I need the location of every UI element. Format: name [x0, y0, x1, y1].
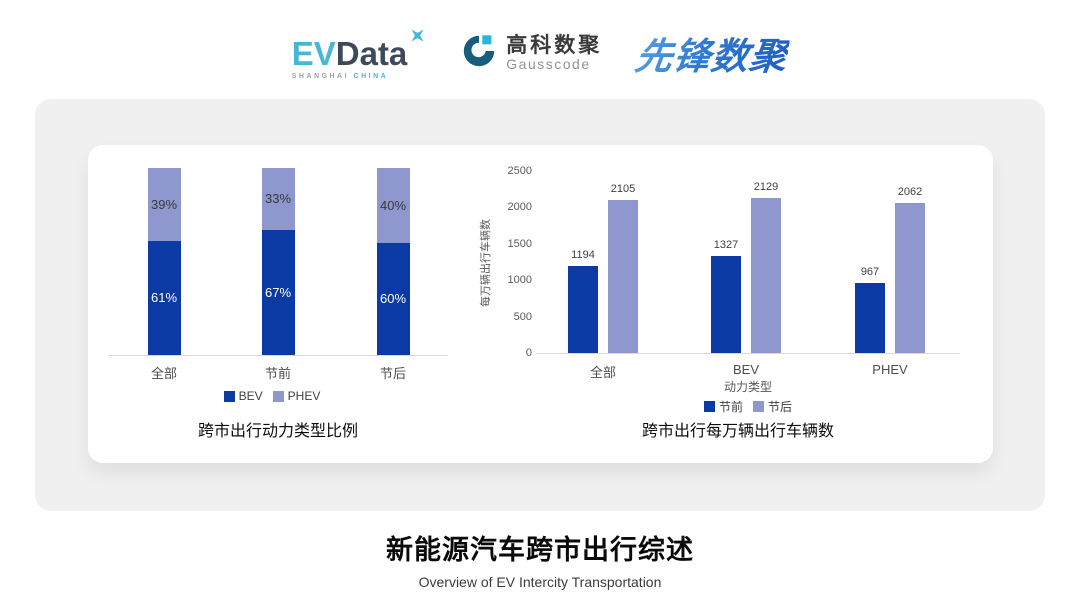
bev-value-label: 67% [264, 284, 292, 300]
post-holiday-value-label: 2129 [753, 181, 779, 193]
pre-holiday-value-label: 967 [860, 266, 880, 278]
bar-bev-节前 [261, 230, 295, 355]
pre-holiday-value-label: 1327 [713, 239, 739, 251]
x-tick-label: BEV [732, 362, 759, 377]
evdata-logo: EV Data SHANGHAI CHINA [292, 27, 427, 80]
bev-value-label: 60% [379, 291, 407, 306]
bar-phev-节后 [376, 168, 410, 243]
post-holiday-value-label: 2105 [610, 183, 636, 195]
x-axis-line [536, 353, 960, 354]
legend-label: BEV [238, 389, 263, 403]
phev-value-label: 40% [379, 197, 407, 213]
x-axis-line [108, 355, 448, 356]
x-tick-label: 全部 [589, 365, 616, 380]
bar-pre-holiday-PHEV [855, 283, 885, 353]
bar-post-holiday-PHEV [895, 203, 925, 353]
y-tick-label: 500 [513, 310, 532, 323]
legend-item-节前: 节前 [703, 398, 743, 415]
gausscode-logo: 高科数聚 Gausscode [460, 32, 602, 75]
phev-value-label: 33% [264, 191, 292, 206]
legend-swatch-icon [272, 390, 284, 402]
legend-swatch-icon [223, 390, 235, 402]
page-subtitle: Overview of EV Intercity Transportation [418, 574, 662, 590]
post-holiday-value-label: 2062 [897, 186, 923, 198]
chart-power-type-ratio: 39% 61% 全部 33% 67% 节前 40% 60% 节后 BEV PHEV 跨市出行动力类型比… [88, 145, 468, 463]
left-chart-title: 跨市出行动力类型比例 [197, 423, 358, 440]
legend-item-BEV: BEV [223, 389, 263, 403]
evdata-ev-text: EV [291, 34, 336, 72]
x-tick-label: 节前 [264, 366, 291, 381]
evdata-china-text: CHINA [353, 72, 389, 80]
x-tick-label: 全部 [150, 366, 177, 381]
legend-item-节后: 节后 [753, 398, 792, 415]
evdata-data-text: Data [335, 34, 408, 72]
gausscode-en-text: Gausscode [506, 55, 591, 72]
legend-label: 节后 [768, 400, 793, 414]
legend-swatch-icon [703, 401, 715, 412]
chart-card: 39% 61% 全部 33% 67% 节前 40% 60% 节后 BEV PHEV 跨市出行动力类型比… [88, 145, 993, 463]
chart-trips-per-10k: 0 500 1000 1500 2000 2500 每万辆出行车辆数 1194 2105 全部 13… [468, 145, 993, 463]
gausscode-g-icon [460, 32, 498, 75]
bar-post-holiday-BEV [751, 198, 781, 353]
bar-post-holiday-全部 [608, 200, 638, 353]
y-tick-label: 1500 [507, 237, 532, 250]
phev-value-label: 39% [150, 196, 178, 212]
x-tick-label: 节后 [379, 366, 406, 381]
y-tick-label: 0 [525, 347, 532, 359]
footer: 新能源汽车跨市出行综述 Overview of EV Intercity Tra… [0, 528, 1080, 590]
bar-pre-holiday-BEV [711, 256, 741, 353]
bev-value-label: 61% [150, 290, 178, 305]
legend-label: PHEV [287, 389, 321, 403]
xianfeng-logo: 先锋数聚 [632, 26, 792, 80]
bar-pre-holiday-全部 [568, 266, 598, 353]
bar-bev-节后 [376, 243, 410, 355]
x-tick-label: PHEV [872, 362, 908, 377]
evdata-wordmark: EV Data [292, 27, 427, 70]
x-axis-title: 动力类型 [723, 380, 772, 394]
gausscode-cn-text: 高科数聚 [506, 33, 603, 57]
pre-holiday-value-label: 1194 [571, 249, 595, 261]
page-title: 新能源汽车跨市出行综述 [386, 535, 694, 565]
legend-item-PHEV: PHEV [272, 389, 321, 403]
legend-label: 节前 [718, 400, 743, 414]
bar-phev-节前 [261, 168, 295, 230]
bar-phev-全部 [147, 168, 181, 241]
logo-bar: EV Data SHANGHAI CHINA 高科数聚 Gausscode [0, 22, 1080, 84]
y-tick-label: 2500 [507, 165, 532, 177]
gausscode-wordmark: 高科数聚 Gausscode [506, 33, 603, 72]
y-axis-title: 每万辆出行车辆数 [480, 219, 492, 307]
evdata-subtext: SHANGHAI CHINA [292, 73, 388, 80]
y-tick-label: 2000 [507, 201, 532, 214]
evdata-shanghai-text: SHANGHAI [291, 72, 350, 80]
evdata-sparkle-icon [409, 27, 426, 48]
bar-bev-全部 [147, 241, 181, 355]
y-tick-label: 1000 [507, 274, 532, 287]
legend-swatch-icon [753, 401, 764, 412]
left-chart-legend: BEV PHEV [182, 389, 362, 403]
right-chart-legend: 节前 节后 [658, 398, 838, 415]
right-chart-title: 跨市出行每万辆出行车辆数 [641, 423, 834, 440]
